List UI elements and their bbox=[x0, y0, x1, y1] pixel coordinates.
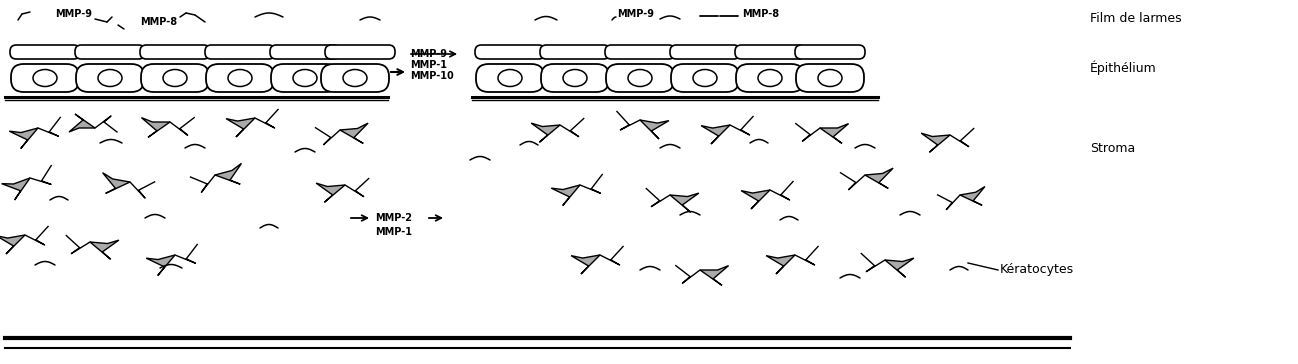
FancyBboxPatch shape bbox=[476, 64, 544, 92]
Polygon shape bbox=[670, 193, 698, 212]
Text: MMP-9: MMP-9 bbox=[55, 9, 92, 19]
Polygon shape bbox=[69, 114, 95, 132]
FancyBboxPatch shape bbox=[141, 64, 209, 92]
FancyBboxPatch shape bbox=[606, 64, 674, 92]
Polygon shape bbox=[701, 125, 729, 144]
Polygon shape bbox=[552, 185, 580, 206]
FancyBboxPatch shape bbox=[205, 45, 275, 59]
FancyBboxPatch shape bbox=[736, 64, 803, 92]
Polygon shape bbox=[640, 120, 668, 139]
Text: Stroma: Stroma bbox=[1090, 142, 1136, 154]
Text: Film de larmes: Film de larmes bbox=[1090, 12, 1181, 24]
FancyBboxPatch shape bbox=[605, 45, 675, 59]
Text: MMP-8: MMP-8 bbox=[140, 17, 177, 27]
Ellipse shape bbox=[99, 70, 122, 87]
FancyBboxPatch shape bbox=[671, 64, 739, 92]
Ellipse shape bbox=[818, 70, 842, 87]
FancyBboxPatch shape bbox=[10, 45, 80, 59]
Polygon shape bbox=[864, 168, 893, 189]
FancyBboxPatch shape bbox=[475, 45, 545, 59]
Polygon shape bbox=[226, 118, 254, 137]
Polygon shape bbox=[0, 235, 25, 254]
FancyBboxPatch shape bbox=[735, 45, 805, 59]
FancyBboxPatch shape bbox=[670, 45, 740, 59]
Text: Kératocytes: Kératocytes bbox=[999, 264, 1075, 277]
Text: MMP-1: MMP-1 bbox=[375, 227, 411, 237]
FancyBboxPatch shape bbox=[77, 64, 144, 92]
FancyBboxPatch shape bbox=[796, 64, 864, 92]
Polygon shape bbox=[317, 183, 345, 202]
Polygon shape bbox=[741, 190, 770, 209]
Polygon shape bbox=[922, 133, 950, 152]
Polygon shape bbox=[103, 173, 130, 193]
Polygon shape bbox=[700, 266, 728, 285]
FancyBboxPatch shape bbox=[541, 64, 609, 92]
Polygon shape bbox=[961, 186, 985, 205]
Polygon shape bbox=[531, 123, 559, 142]
Polygon shape bbox=[147, 255, 175, 276]
Polygon shape bbox=[571, 255, 600, 274]
Text: MMP-9: MMP-9 bbox=[617, 9, 654, 19]
Ellipse shape bbox=[563, 70, 587, 87]
FancyBboxPatch shape bbox=[321, 64, 389, 92]
FancyBboxPatch shape bbox=[140, 45, 210, 59]
Polygon shape bbox=[9, 128, 38, 149]
FancyBboxPatch shape bbox=[794, 45, 864, 59]
Ellipse shape bbox=[164, 70, 187, 87]
Ellipse shape bbox=[628, 70, 652, 87]
Polygon shape bbox=[1, 178, 30, 200]
Text: MMP-1: MMP-1 bbox=[410, 60, 447, 70]
Polygon shape bbox=[820, 124, 849, 143]
FancyBboxPatch shape bbox=[270, 45, 340, 59]
Polygon shape bbox=[885, 258, 914, 277]
Ellipse shape bbox=[498, 70, 522, 87]
Polygon shape bbox=[340, 123, 369, 143]
Ellipse shape bbox=[32, 70, 57, 87]
Text: MMP-9: MMP-9 bbox=[410, 49, 447, 59]
Polygon shape bbox=[766, 255, 794, 274]
Ellipse shape bbox=[343, 70, 367, 87]
Text: MMP-2: MMP-2 bbox=[375, 213, 411, 223]
Text: Épithélium: Épithélium bbox=[1090, 61, 1157, 75]
Ellipse shape bbox=[758, 70, 781, 87]
FancyBboxPatch shape bbox=[10, 64, 79, 92]
FancyBboxPatch shape bbox=[540, 45, 610, 59]
Ellipse shape bbox=[693, 70, 716, 87]
Polygon shape bbox=[141, 118, 170, 137]
Polygon shape bbox=[90, 240, 119, 259]
FancyBboxPatch shape bbox=[271, 64, 339, 92]
Polygon shape bbox=[215, 163, 241, 184]
FancyBboxPatch shape bbox=[324, 45, 395, 59]
Text: MMP-10: MMP-10 bbox=[410, 71, 454, 81]
Ellipse shape bbox=[293, 70, 317, 87]
FancyBboxPatch shape bbox=[206, 64, 274, 92]
Ellipse shape bbox=[228, 70, 252, 87]
FancyBboxPatch shape bbox=[75, 45, 145, 59]
Text: MMP-8: MMP-8 bbox=[742, 9, 779, 19]
